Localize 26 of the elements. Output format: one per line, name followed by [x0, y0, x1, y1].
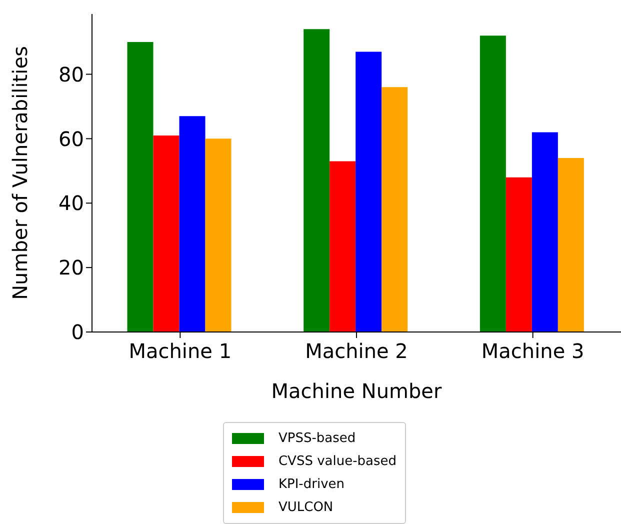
- bar: [356, 52, 382, 332]
- bar: [506, 177, 532, 332]
- legend-label: KPI-driven: [278, 477, 344, 492]
- y-tick-label: 40: [58, 191, 84, 216]
- legend-label: CVSS value-based: [278, 454, 397, 469]
- y-axis-title: Number of Vulnerabilities: [8, 46, 32, 300]
- bar: [127, 42, 154, 332]
- x-tick-label: Machine 3: [481, 339, 584, 364]
- x-axis-title: Machine Number: [271, 379, 442, 403]
- bar: [304, 29, 330, 332]
- x-tick-label: Machine 1: [128, 339, 232, 364]
- bar: [532, 132, 558, 332]
- bar: [330, 161, 356, 332]
- y-tick-label: 80: [58, 62, 84, 86]
- x-tick-label: Machine 2: [305, 339, 408, 364]
- bar: [153, 135, 180, 332]
- y-tick-label: 60: [58, 126, 84, 151]
- bar: [558, 158, 584, 332]
- y-tick-label: 0: [71, 320, 84, 344]
- bar: [382, 87, 408, 332]
- y-tick-label: 20: [58, 256, 84, 280]
- bar: [179, 116, 206, 332]
- bar: [480, 36, 506, 332]
- legend-label: VPSS-based: [278, 431, 356, 446]
- legend-label: VULCON: [278, 500, 334, 515]
- bar: [205, 138, 232, 332]
